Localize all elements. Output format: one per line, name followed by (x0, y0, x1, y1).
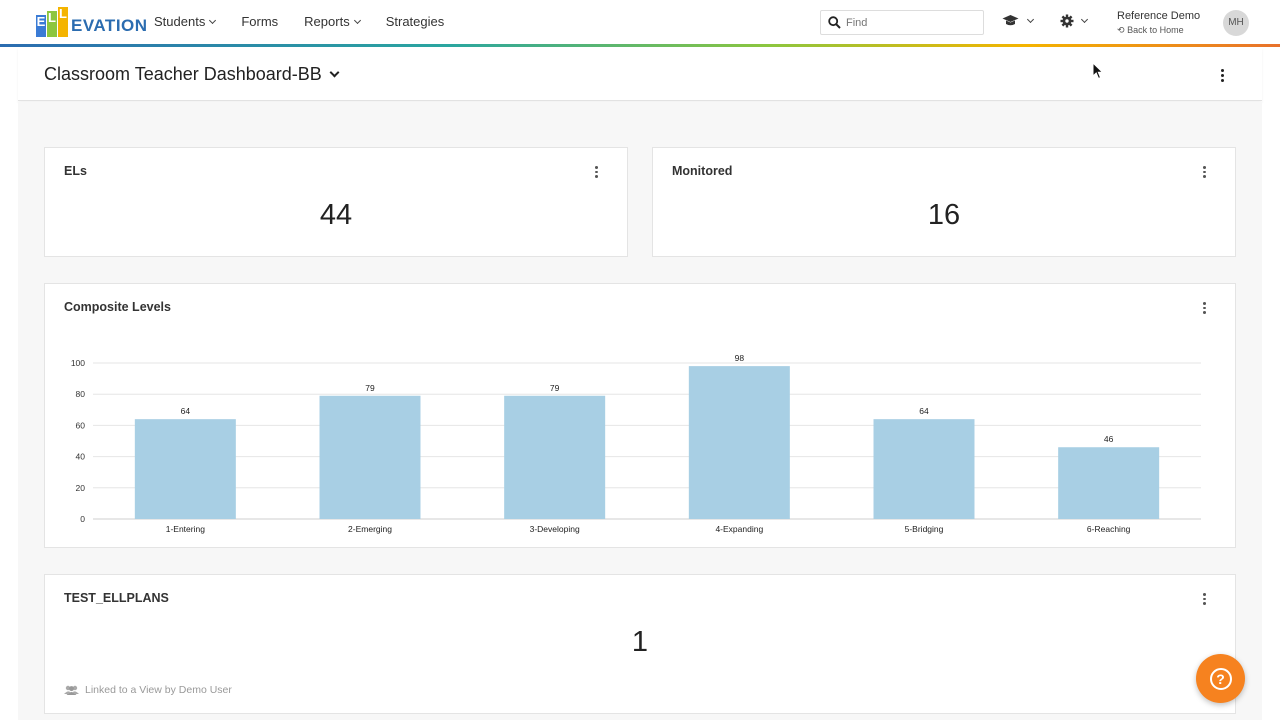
els-card: ELs 44 (44, 147, 628, 257)
bar-value-label: 98 (735, 353, 745, 363)
linked-view-note: Linked to a View by Demo User (64, 684, 232, 696)
nav-reports-label: Reports (304, 14, 350, 29)
card-title: Composite Levels (64, 300, 171, 314)
bar-value-label: 46 (1104, 434, 1114, 444)
bar-value-label: 79 (550, 383, 560, 393)
linked-view-label: Linked to a View by Demo User (85, 684, 232, 696)
dashboard-menu-button[interactable] (1216, 67, 1228, 83)
bar (873, 419, 975, 519)
school-menu-button[interactable] (1002, 14, 1035, 27)
logo-letter-l2: L (58, 7, 68, 37)
users-icon (64, 685, 79, 695)
bar (134, 419, 236, 519)
bar (688, 366, 790, 519)
user-info: Reference Demo ⟲ Back to Home (1117, 9, 1200, 37)
nav-strategies-label: Strategies (385, 14, 445, 29)
bar (504, 395, 606, 519)
y-tick-label: 60 (76, 420, 86, 430)
els-count: 44 (319, 199, 353, 231)
back-to-home-link[interactable]: ⟲ Back to Home (1117, 23, 1200, 37)
x-tick-label: 4-Expanding (715, 524, 763, 534)
card-title: ELs (64, 164, 87, 178)
monitored-count: 16 (927, 199, 961, 231)
chevron-down-icon (329, 67, 340, 77)
main-nav: Students Forms Reports Strategies (154, 14, 470, 29)
composite-levels-chart: 0 20 40 60 80 100 64 1-Entering 79 2-Emerging 79 3-… (71, 353, 1201, 534)
search-box (820, 10, 984, 35)
bar (1058, 447, 1160, 519)
graduation-cap-icon (1002, 15, 1019, 26)
kebab-dot (1220, 73, 1224, 77)
bar-value-label: 79 (365, 383, 375, 393)
avatar[interactable]: MH (1223, 10, 1249, 36)
card-menu-button[interactable] (1199, 592, 1209, 606)
settings-menu-button[interactable] (1060, 14, 1089, 28)
x-tick-label: 5-Bridging (905, 524, 944, 534)
kebab-dot (1220, 68, 1224, 72)
top-navbar: E L L EVATION Students Forms Reports Str… (0, 0, 1280, 46)
dashboard-content: ELs 44 Monitored 16 Composite Levels 0 20… (18, 102, 1262, 720)
x-tick-label: 1-Entering (166, 524, 205, 534)
nav-reports[interactable]: Reports (304, 14, 361, 29)
y-tick-label: 0 (80, 514, 85, 524)
undo-arrow-icon: ⟲ (1117, 25, 1125, 35)
back-to-home-label: Back to Home (1127, 25, 1184, 35)
chevron-down-icon (353, 16, 361, 24)
nav-forms-label: Forms (241, 14, 279, 29)
card-menu-button[interactable] (1199, 301, 1209, 315)
x-tick-label: 6-Reaching (1087, 524, 1131, 534)
nav-forms[interactable]: Forms (241, 14, 278, 29)
user-name: Reference Demo (1117, 10, 1201, 22)
search-input[interactable] (846, 16, 976, 29)
dashboard-header: Classroom Teacher Dashboard-BB (18, 47, 1262, 101)
nav-students-label: Students (154, 14, 206, 29)
nav-strategies[interactable]: Strategies (386, 14, 445, 29)
search-icon (828, 16, 841, 29)
y-tick-label: 40 (76, 452, 86, 462)
bar-value-label: 64 (919, 406, 929, 416)
card-menu-button[interactable] (1199, 165, 1209, 179)
question-mark-icon: ? (1209, 667, 1232, 690)
card-title: Monitored (672, 164, 733, 178)
bar-value-label: 64 (181, 406, 191, 416)
mouse-cursor-icon (1092, 62, 1104, 80)
kebab-dot (1220, 78, 1224, 82)
y-tick-label: 100 (71, 358, 85, 368)
card-title: TEST_ELLPLANS (64, 591, 169, 605)
page-title: Classroom Teacher Dashboard-BB (44, 64, 322, 84)
y-tick-label: 80 (76, 389, 86, 399)
help-button[interactable]: ? (1196, 654, 1245, 703)
logo-letter-e: E (36, 15, 46, 37)
card-menu-button[interactable] (591, 165, 601, 179)
nav-students[interactable]: Students (154, 14, 217, 29)
y-tick-label: 20 (76, 483, 86, 493)
brand-stripe (0, 44, 1280, 47)
bar (319, 395, 421, 519)
dashboard-selector[interactable]: Classroom Teacher Dashboard-BB (44, 64, 340, 85)
x-tick-label: 3-Developing (530, 524, 580, 534)
monitored-card: Monitored 16 (652, 147, 1236, 257)
logo-letter-l1: L (47, 11, 57, 37)
test-ellplans-card: TEST_ELLPLANS 1 Linked to a View by Demo… (44, 574, 1236, 714)
composite-levels-card: Composite Levels 0 20 40 60 80 100 64 1-Enterin… (44, 283, 1236, 548)
x-tick-label: 2-Emerging (348, 524, 392, 534)
gear-icon (1060, 14, 1074, 28)
logo-word: EVATION (71, 16, 148, 35)
ellevation-logo[interactable]: E L L EVATION (36, 7, 148, 37)
test-ellplans-count: 1 (631, 626, 649, 658)
chevron-down-icon (1080, 15, 1089, 24)
chevron-down-icon (209, 16, 217, 24)
chevron-down-icon (1026, 15, 1035, 23)
